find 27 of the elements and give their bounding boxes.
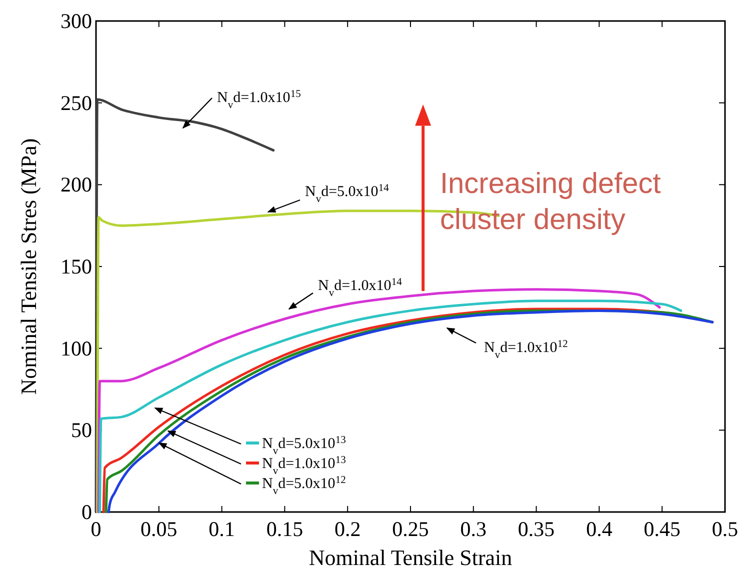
x-tick-label: 0.15 [266,517,304,541]
y-tick-label: 300 [60,9,92,33]
x-tick-label: 0.35 [518,517,555,541]
x-tick-label: 0.1 [208,517,235,541]
x-tick-label: 0.2 [334,517,361,541]
y-axis-title: Nominal Tensile Stres (MPa) [16,138,41,395]
x-tick-label: 0.25 [392,517,429,541]
x-tick-label: 0.4 [586,517,613,541]
y-tick-label: 100 [60,336,92,360]
x-tick-label: 0.5 [712,517,738,541]
y-tick-label: 50 [71,418,92,442]
series-label: N$_{v}$d=5.0x10$^{14}$ [305,182,390,204]
series-label: N$_{v}$d=1.0x10$^{14}$ [318,276,403,298]
x-tick-label: 0.45 [644,517,680,541]
y-tick-label: 0 [82,500,92,524]
x-tick-label: 0.05 [140,517,178,541]
series-label: N$_{v}$d=1.0x10$^{15}$ [217,88,301,110]
y-tick-label: 200 [60,172,92,197]
x-tick-label: 0.3 [460,517,487,541]
y-tick-label: 150 [60,254,92,278]
legend-label: N$_{v}$d=5.0x10$^{12}$ [262,474,346,496]
series-label: N$_{v}$d=1.0x10$^{12}$ [484,338,568,360]
legend-label: N$_{v}$d=5.0x10$^{13}$ [262,434,346,456]
annotation: Increasing defect cluster density [440,168,661,236]
legend-label: N$_{v}$d=1.0x10$^{13}$ [262,454,346,476]
y-tick-label: 250 [60,90,92,115]
x-axis-title: Nominal Tensile Strain [308,545,512,570]
